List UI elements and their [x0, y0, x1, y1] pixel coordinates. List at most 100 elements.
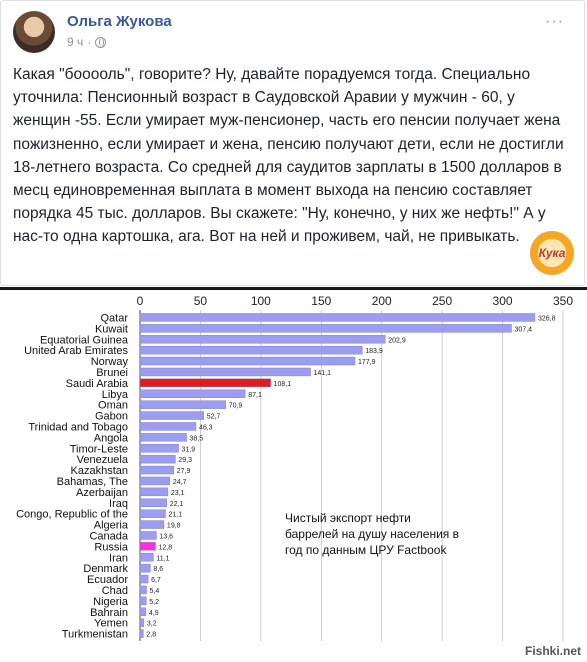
category-label: Chad	[102, 585, 128, 597]
bar	[139, 324, 512, 333]
chart-panel: 0 50 100 150 200 250 300 350 Qatar 326,8 Kuwait 307…	[0, 294, 587, 662]
category-label: United Arab Emirates	[24, 345, 128, 357]
bar	[139, 520, 165, 529]
category-label: Venezuela	[77, 454, 129, 466]
bar	[139, 629, 144, 638]
bar	[139, 607, 147, 616]
category-label: Trinidad and Tobago	[28, 421, 128, 433]
data-label: 183,9	[365, 348, 383, 355]
annotation-line: баррелей на душу населения в	[285, 527, 459, 541]
data-label: 46,3	[199, 424, 213, 431]
annotation-line: год по данным ЦРУ Factbook	[285, 543, 447, 557]
x-tick-label: 300	[493, 294, 513, 308]
data-label: 31,9	[182, 446, 196, 453]
data-label: 2,8	[146, 632, 156, 639]
data-label: 24,7	[173, 479, 187, 486]
x-tick-label: 0	[137, 294, 144, 308]
bar	[139, 411, 204, 420]
author-name[interactable]: Ольга Жукова	[67, 13, 172, 30]
watermark-logo: Кука	[530, 231, 574, 275]
globe-icon	[95, 36, 107, 48]
category-label: Iran	[109, 552, 128, 564]
facebook-post: Ольга Жукова 9 ч · ··· Какая "бооооль", …	[0, 0, 585, 286]
category-label: Angola	[94, 432, 129, 444]
bar	[139, 542, 156, 551]
oil-export-chart: 0 50 100 150 200 250 300 350 Qatar 326,8 Kuwait 307…	[16, 294, 573, 641]
category-label: Russia	[94, 541, 129, 553]
data-label: 70,9	[229, 403, 243, 410]
category-label: Qatar	[100, 312, 128, 324]
category-label: Timor-Leste	[70, 443, 128, 455]
data-label: 177,9	[358, 359, 376, 366]
bar	[139, 618, 145, 627]
category-label: Oman	[98, 400, 128, 412]
category-label: Bahamas, The	[57, 476, 128, 488]
category-label: Norway	[91, 356, 129, 368]
chart-annotation: Чистый экспорт нефти баррелей на душу нас…	[285, 511, 459, 557]
data-label: 8,6	[153, 566, 163, 573]
bar	[139, 476, 171, 486]
category-label: Congo, Republic of the	[16, 509, 128, 521]
meta-separator: ·	[87, 35, 92, 49]
site-watermark: Fishki.net	[524, 644, 581, 658]
data-label: 22,1	[170, 501, 184, 508]
category-label: Turkmenistan	[62, 629, 128, 641]
data-label: 307,4	[515, 326, 533, 333]
x-tick-label: 200	[372, 294, 392, 308]
bar	[139, 356, 356, 366]
data-label: 52,7	[207, 414, 221, 421]
data-label: 326,8	[538, 315, 556, 322]
data-label: 38,5	[190, 435, 204, 442]
bar	[139, 367, 311, 377]
bar	[139, 487, 169, 497]
section-divider	[0, 287, 587, 290]
bar	[139, 313, 536, 322]
bar	[139, 563, 151, 573]
bar	[139, 465, 174, 475]
x-tick-label: 50	[194, 294, 208, 308]
x-tick-label: 250	[432, 294, 452, 308]
data-label: 21,1	[169, 512, 183, 519]
bar	[139, 444, 179, 453]
data-label: 11,1	[156, 555, 169, 562]
data-label: 12,8	[158, 544, 172, 551]
data-label: 13,6	[159, 533, 173, 540]
bar	[139, 378, 271, 388]
bar	[139, 574, 149, 584]
avatar[interactable]	[13, 11, 55, 53]
bar	[139, 335, 386, 344]
category-label: Iraq	[109, 498, 128, 510]
data-label: 27,9	[177, 468, 191, 475]
data-label: 108,1	[274, 381, 292, 388]
annotation-line: Чистый экспорт нефти	[285, 511, 411, 525]
category-label: Brunei	[96, 367, 128, 379]
data-label: 29,3	[178, 457, 192, 464]
bar	[139, 531, 157, 540]
data-label: 5,2	[149, 599, 159, 606]
category-label: Kuwait	[95, 323, 128, 335]
post-time[interactable]: 9 ч	[67, 35, 84, 49]
data-label: 4,9	[149, 610, 159, 617]
category-label: Libya	[102, 389, 129, 401]
category-label: Ecuador	[87, 574, 128, 586]
category-label: Canada	[89, 530, 128, 542]
bar	[139, 498, 167, 507]
bar	[139, 389, 246, 398]
data-label: 6,7	[151, 577, 161, 584]
data-label: 87,1	[248, 392, 262, 399]
category-label: Denmark	[83, 563, 128, 575]
bar	[139, 596, 147, 606]
bar	[139, 454, 176, 464]
post-text: Какая "бооооль", говорите? Ну, давайте п…	[13, 66, 568, 246]
category-label: Gabon	[95, 411, 128, 423]
bar	[139, 400, 226, 409]
bar	[139, 509, 166, 518]
x-tick-label: 150	[311, 294, 331, 308]
category-label: Nigeria	[93, 596, 129, 608]
data-label: 5,4	[150, 588, 160, 595]
x-tick-label: 350	[553, 294, 573, 308]
more-options-icon[interactable]: ···	[545, 13, 564, 30]
category-label: Equatorial Guinea	[40, 334, 129, 346]
data-label: 19,8	[167, 523, 181, 530]
category-label: Azerbaijan	[76, 487, 128, 499]
